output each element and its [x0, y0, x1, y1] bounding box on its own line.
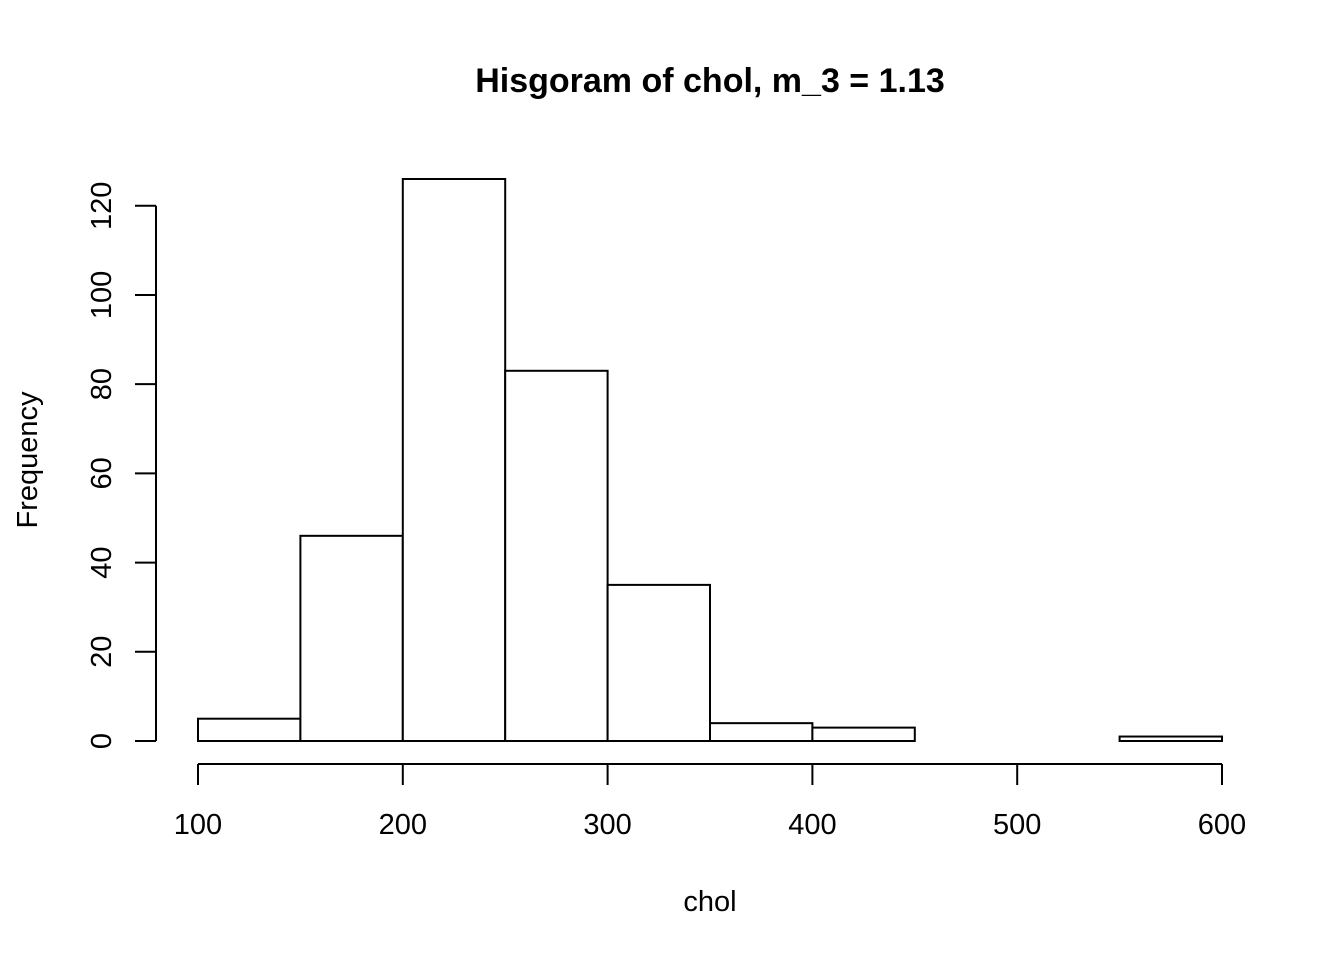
histogram-bar: [197, 717, 302, 743]
x-tick-label: 200: [379, 809, 427, 841]
histogram-bar: [401, 178, 507, 742]
x-tick-label: 600: [1198, 809, 1246, 841]
y-tick-label: 100: [86, 271, 118, 319]
histogram-bar: [299, 534, 404, 742]
y-tick-label: 0: [86, 733, 118, 749]
x-tick-label: 300: [583, 809, 631, 841]
bars-group: [197, 178, 1223, 743]
histogram-bar: [1118, 735, 1223, 742]
x-tick-label: 500: [993, 809, 1041, 841]
histogram-bar: [811, 726, 916, 742]
histogram-bar: [504, 369, 609, 742]
y-axis-label: Frequency: [12, 391, 44, 529]
y-tick-label: 80: [86, 368, 118, 400]
y-axis: 0 20 40 60 80 100 120: [86, 182, 157, 749]
y-tick-label: 40: [86, 546, 118, 578]
x-tick-label: 100: [174, 809, 222, 841]
chart-title: Hisgoram of chol, m_3 = 1.13: [475, 62, 945, 100]
y-tick-label: 60: [86, 457, 118, 489]
y-tick-label: 20: [86, 636, 118, 668]
x-axis-label: chol: [683, 886, 736, 918]
histogram-bar: [606, 583, 711, 743]
y-tick-label: 120: [86, 182, 118, 230]
x-tick-label: 400: [788, 809, 836, 841]
x-axis: 100 200 300 400 500 600: [174, 763, 1246, 841]
histogram-bar: [709, 722, 814, 743]
